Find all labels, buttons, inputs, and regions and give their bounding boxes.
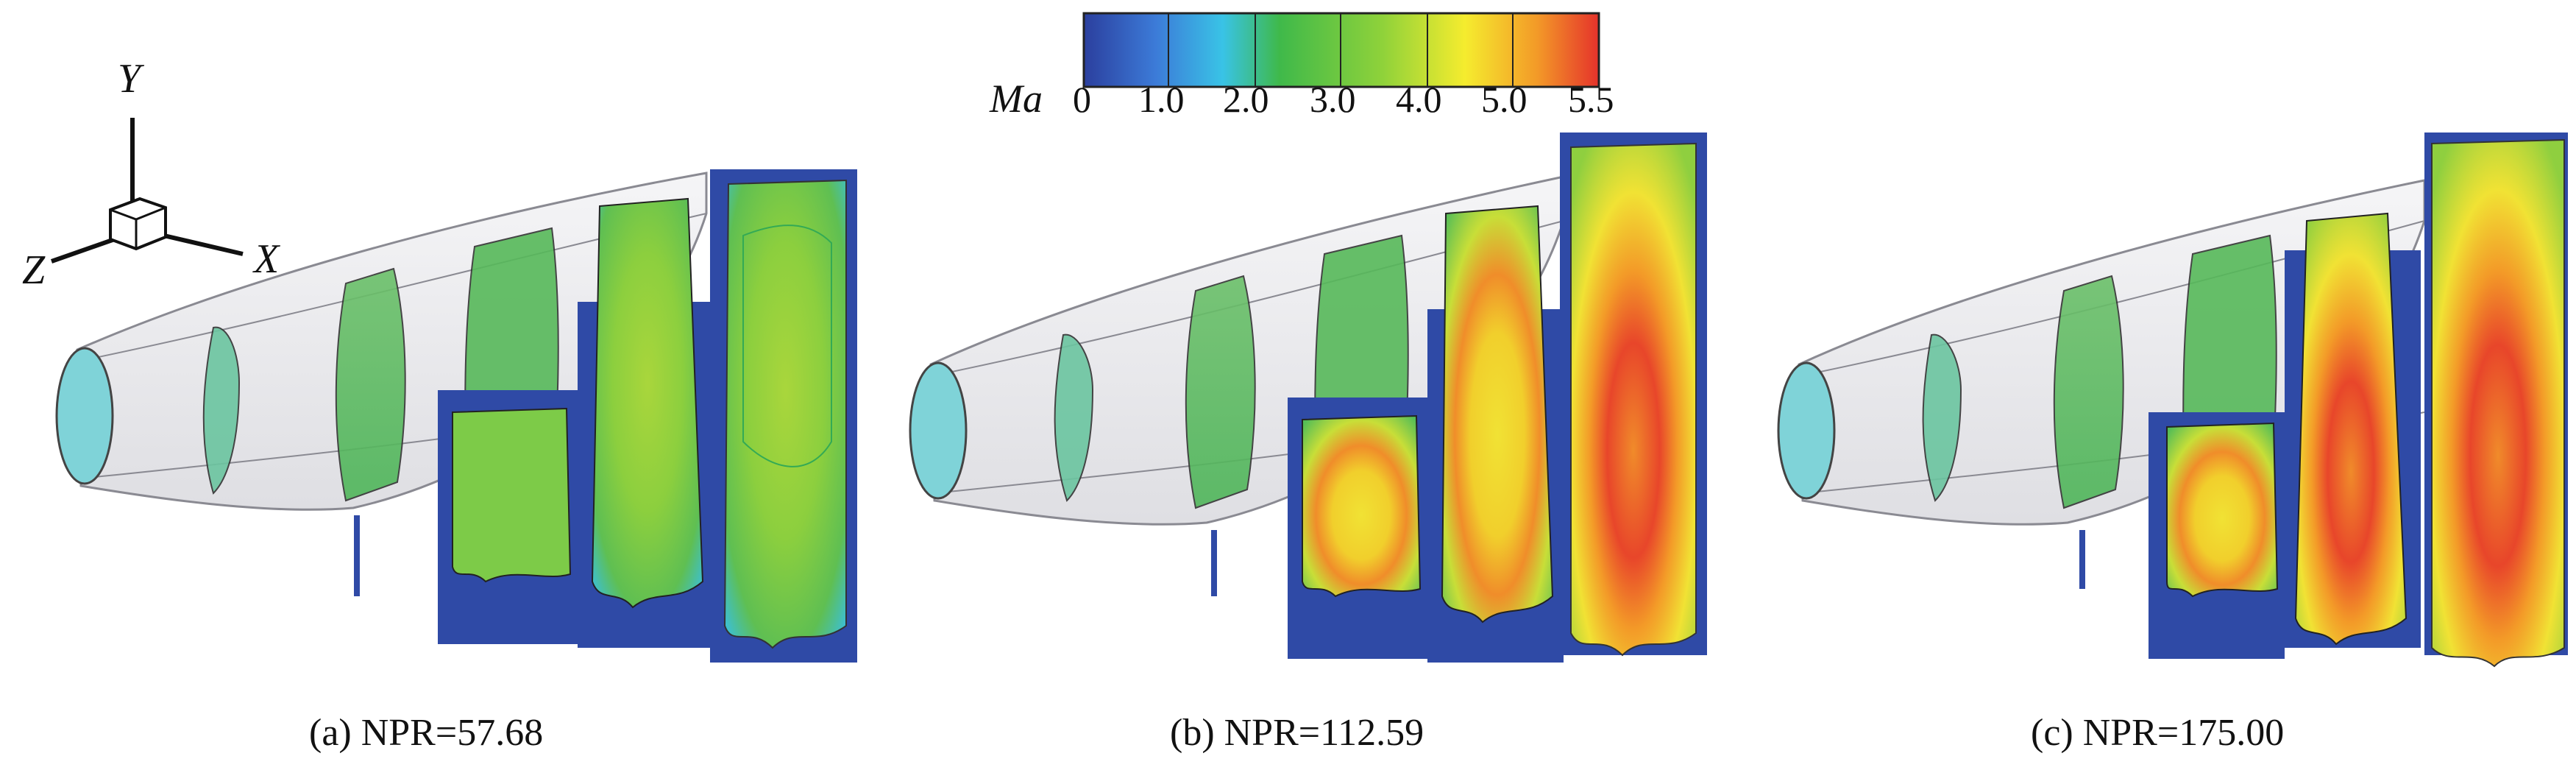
nozzle-inlet [909,361,968,500]
axes-triad [51,118,244,264]
panel-caption: (c) NPR=175.00 [2031,712,2284,754]
colorbar: Ma 0 1.0 2.0 3.0 4.0 5.0 5.5 [989,12,1614,121]
colorbar-tick: 3.0 [1310,79,1356,120]
colorbar-tick: 4.0 [1396,79,1442,120]
colorbar-tick: 1.0 [1138,79,1185,120]
colorbar-tick: 2.0 [1223,79,1269,120]
panel-b [909,133,1707,663]
colorbar-dividers [1168,13,1514,87]
nozzle-inlet [55,347,114,485]
colorbar-title: Ma [989,77,1043,121]
cross-section [1054,333,1094,502]
panel-caption: (a) NPR=57.68 [309,712,543,754]
cross-section [1185,275,1256,509]
colorbar-tick: 5.5 [1568,79,1614,120]
panel-caption: (b) NPR=112.59 [1170,712,1424,754]
cross-section [1922,333,1962,502]
panel-a [55,169,857,663]
axis-y-label: Y [118,56,145,102]
cross-section [2053,275,2124,509]
panel-c [1777,133,2568,668]
axis-x-label: X [252,236,281,282]
cross-section [202,326,241,495]
cross-section [335,267,406,502]
colorbar-tick: 0 [1073,79,1091,120]
axis-z-label: Z [22,247,46,293]
colorbar-tick: 5.0 [1481,79,1527,120]
nozzle-inlet [1777,361,1836,500]
